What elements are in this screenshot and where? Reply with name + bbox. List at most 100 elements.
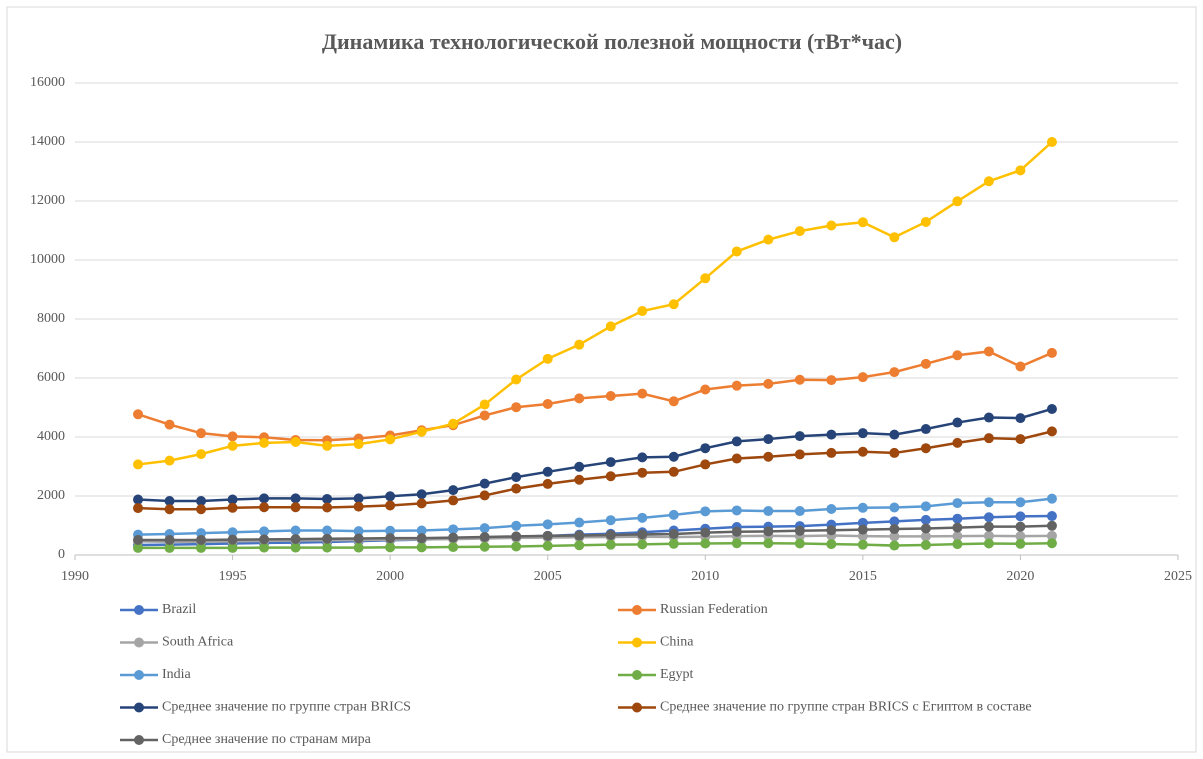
data-point bbox=[1046, 538, 1057, 549]
data-point bbox=[416, 426, 427, 437]
data-point bbox=[133, 503, 144, 514]
series-line bbox=[137, 141, 1053, 466]
data-point bbox=[227, 440, 238, 451]
data-point bbox=[1046, 520, 1057, 531]
legend-label: Brazil bbox=[162, 602, 196, 617]
data-point bbox=[385, 525, 396, 536]
data-point bbox=[952, 196, 963, 207]
data-point bbox=[889, 531, 900, 542]
data-point bbox=[259, 534, 270, 545]
data-point bbox=[637, 388, 648, 399]
x-tick-label: 2000 bbox=[376, 569, 404, 584]
data-point bbox=[889, 502, 900, 513]
data-point bbox=[794, 525, 805, 536]
x-tick-label: 2015 bbox=[849, 569, 877, 584]
data-point bbox=[889, 367, 900, 378]
legend-label: Russian Federation bbox=[660, 602, 768, 617]
data-point bbox=[700, 459, 711, 470]
data-point bbox=[196, 542, 207, 553]
data-point bbox=[1046, 137, 1057, 147]
data-point bbox=[511, 374, 522, 385]
data-point bbox=[668, 299, 679, 310]
data-point bbox=[574, 393, 585, 404]
data-point bbox=[259, 502, 270, 513]
legend-label: Среднее значение по группе стран BRICS с… bbox=[660, 700, 1032, 715]
data-point bbox=[322, 542, 333, 553]
data-point bbox=[385, 434, 396, 445]
data-point bbox=[164, 455, 175, 466]
data-point bbox=[826, 375, 837, 386]
data-point bbox=[227, 527, 238, 538]
legend-marker bbox=[134, 605, 144, 615]
data-point bbox=[542, 530, 553, 541]
data-point bbox=[164, 419, 175, 430]
y-tick-label: 10000 bbox=[30, 252, 65, 267]
data-point bbox=[574, 339, 585, 350]
series-line bbox=[137, 350, 1053, 442]
data-point bbox=[542, 398, 553, 409]
data-point bbox=[385, 500, 396, 511]
data-point bbox=[637, 452, 648, 463]
data-point bbox=[164, 534, 175, 545]
data-point bbox=[448, 418, 459, 429]
data-point bbox=[637, 306, 648, 317]
data-point bbox=[826, 539, 837, 550]
data-point bbox=[542, 353, 553, 364]
data-point bbox=[1015, 497, 1026, 508]
data-point bbox=[637, 529, 648, 540]
data-point bbox=[700, 443, 711, 454]
data-point bbox=[290, 493, 301, 504]
data-point bbox=[605, 515, 616, 526]
data-point bbox=[259, 437, 270, 448]
data-point bbox=[952, 539, 963, 550]
data-point bbox=[227, 494, 238, 505]
data-point bbox=[1015, 165, 1026, 176]
y-tick-label: 14000 bbox=[30, 134, 65, 149]
data-point bbox=[448, 495, 459, 506]
data-point bbox=[511, 472, 522, 483]
data-point bbox=[668, 538, 679, 549]
data-point bbox=[416, 525, 427, 536]
data-point bbox=[133, 542, 144, 553]
data-point bbox=[637, 467, 648, 478]
data-point bbox=[164, 542, 175, 553]
data-point bbox=[983, 497, 994, 508]
data-point bbox=[196, 496, 207, 507]
data-point bbox=[826, 525, 837, 536]
x-tick-label: 2010 bbox=[691, 569, 719, 584]
data-point bbox=[889, 447, 900, 458]
data-point bbox=[920, 216, 931, 227]
data-point bbox=[353, 542, 364, 553]
data-point bbox=[920, 531, 931, 542]
data-point bbox=[952, 437, 963, 448]
data-point bbox=[952, 498, 963, 509]
legend-label: India bbox=[162, 667, 192, 682]
x-tick-label: 2020 bbox=[1006, 569, 1034, 584]
data-point bbox=[668, 466, 679, 477]
data-point bbox=[542, 466, 553, 477]
data-point bbox=[668, 509, 679, 520]
data-point bbox=[196, 534, 207, 545]
x-tick-label: 2005 bbox=[534, 569, 562, 584]
data-point bbox=[353, 533, 364, 544]
data-point bbox=[479, 523, 490, 534]
data-point bbox=[1015, 434, 1026, 445]
data-point bbox=[763, 378, 774, 389]
data-point bbox=[511, 483, 522, 494]
data-point bbox=[196, 449, 207, 460]
data-point bbox=[731, 538, 742, 549]
data-point bbox=[731, 436, 742, 447]
data-point bbox=[227, 431, 238, 442]
data-point bbox=[952, 513, 963, 524]
data-point bbox=[353, 526, 364, 537]
legend-marker bbox=[134, 735, 144, 745]
y-tick-label: 0 bbox=[58, 547, 65, 562]
data-point bbox=[605, 457, 616, 468]
legend-marker bbox=[632, 637, 642, 648]
data-point bbox=[511, 531, 522, 542]
data-point bbox=[857, 524, 868, 535]
data-point bbox=[731, 380, 742, 391]
data-point bbox=[1046, 347, 1057, 358]
data-point bbox=[763, 234, 774, 245]
